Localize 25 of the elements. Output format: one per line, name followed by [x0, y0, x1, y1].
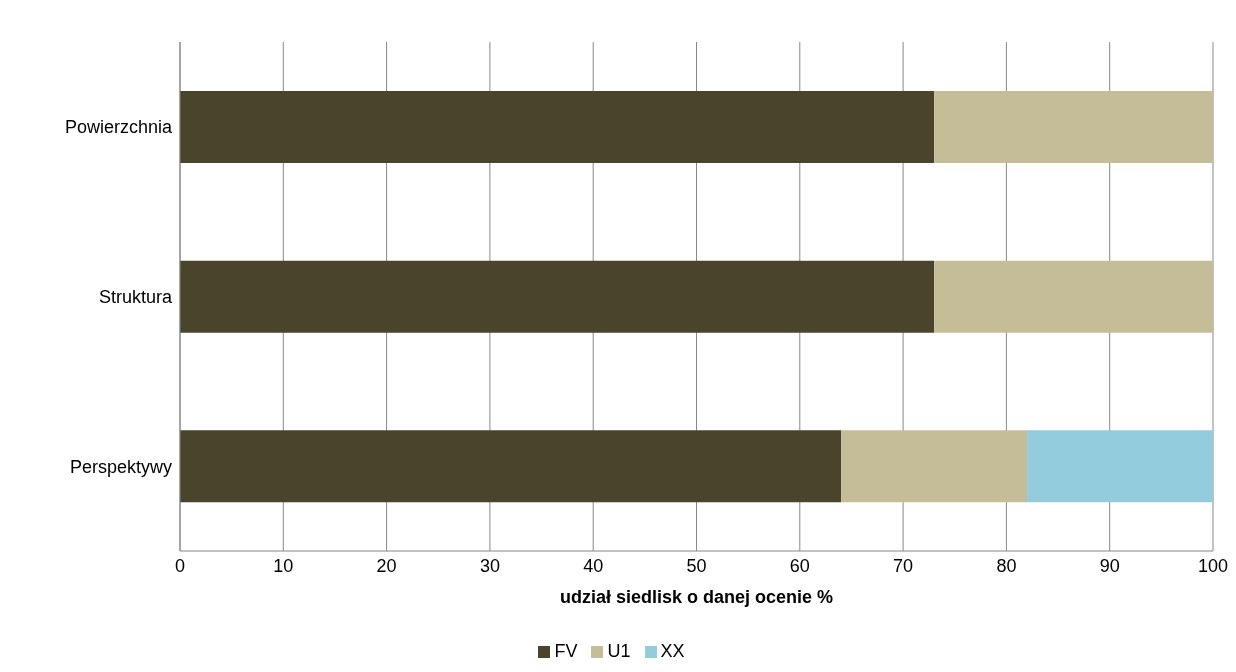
x-axis-title: udział siedlisk o danej ocenie %	[559, 587, 834, 607]
x-tick-label: 80	[996, 555, 1017, 576]
x-tick-label: 20	[376, 555, 397, 576]
bar	[180, 91, 935, 163]
legend-label: XX	[660, 641, 685, 662]
x-tick-label: 10	[273, 555, 294, 576]
bar	[841, 430, 1028, 503]
x-tick-label: 70	[893, 555, 914, 576]
x-tick-label: 60	[789, 555, 810, 576]
x-tick-label: 90	[1099, 555, 1120, 576]
legend-label: FV	[554, 641, 578, 662]
legend-label: U1	[607, 641, 631, 662]
x-tick-label: 40	[583, 555, 604, 576]
bar	[1027, 430, 1213, 503]
y-tick-label: Powierzchnia	[64, 117, 173, 138]
y-tick-label: Perspektywy	[69, 456, 172, 477]
bar	[934, 260, 1213, 333]
bar	[180, 430, 842, 503]
x-tick-label: 0	[174, 555, 186, 576]
bar	[934, 91, 1213, 163]
x-tick-label: 100	[1197, 555, 1229, 576]
y-tick-label: Struktura	[98, 286, 173, 307]
x-tick-label: 30	[479, 555, 500, 576]
x-tick-label: 50	[686, 555, 707, 576]
bar	[180, 260, 935, 333]
